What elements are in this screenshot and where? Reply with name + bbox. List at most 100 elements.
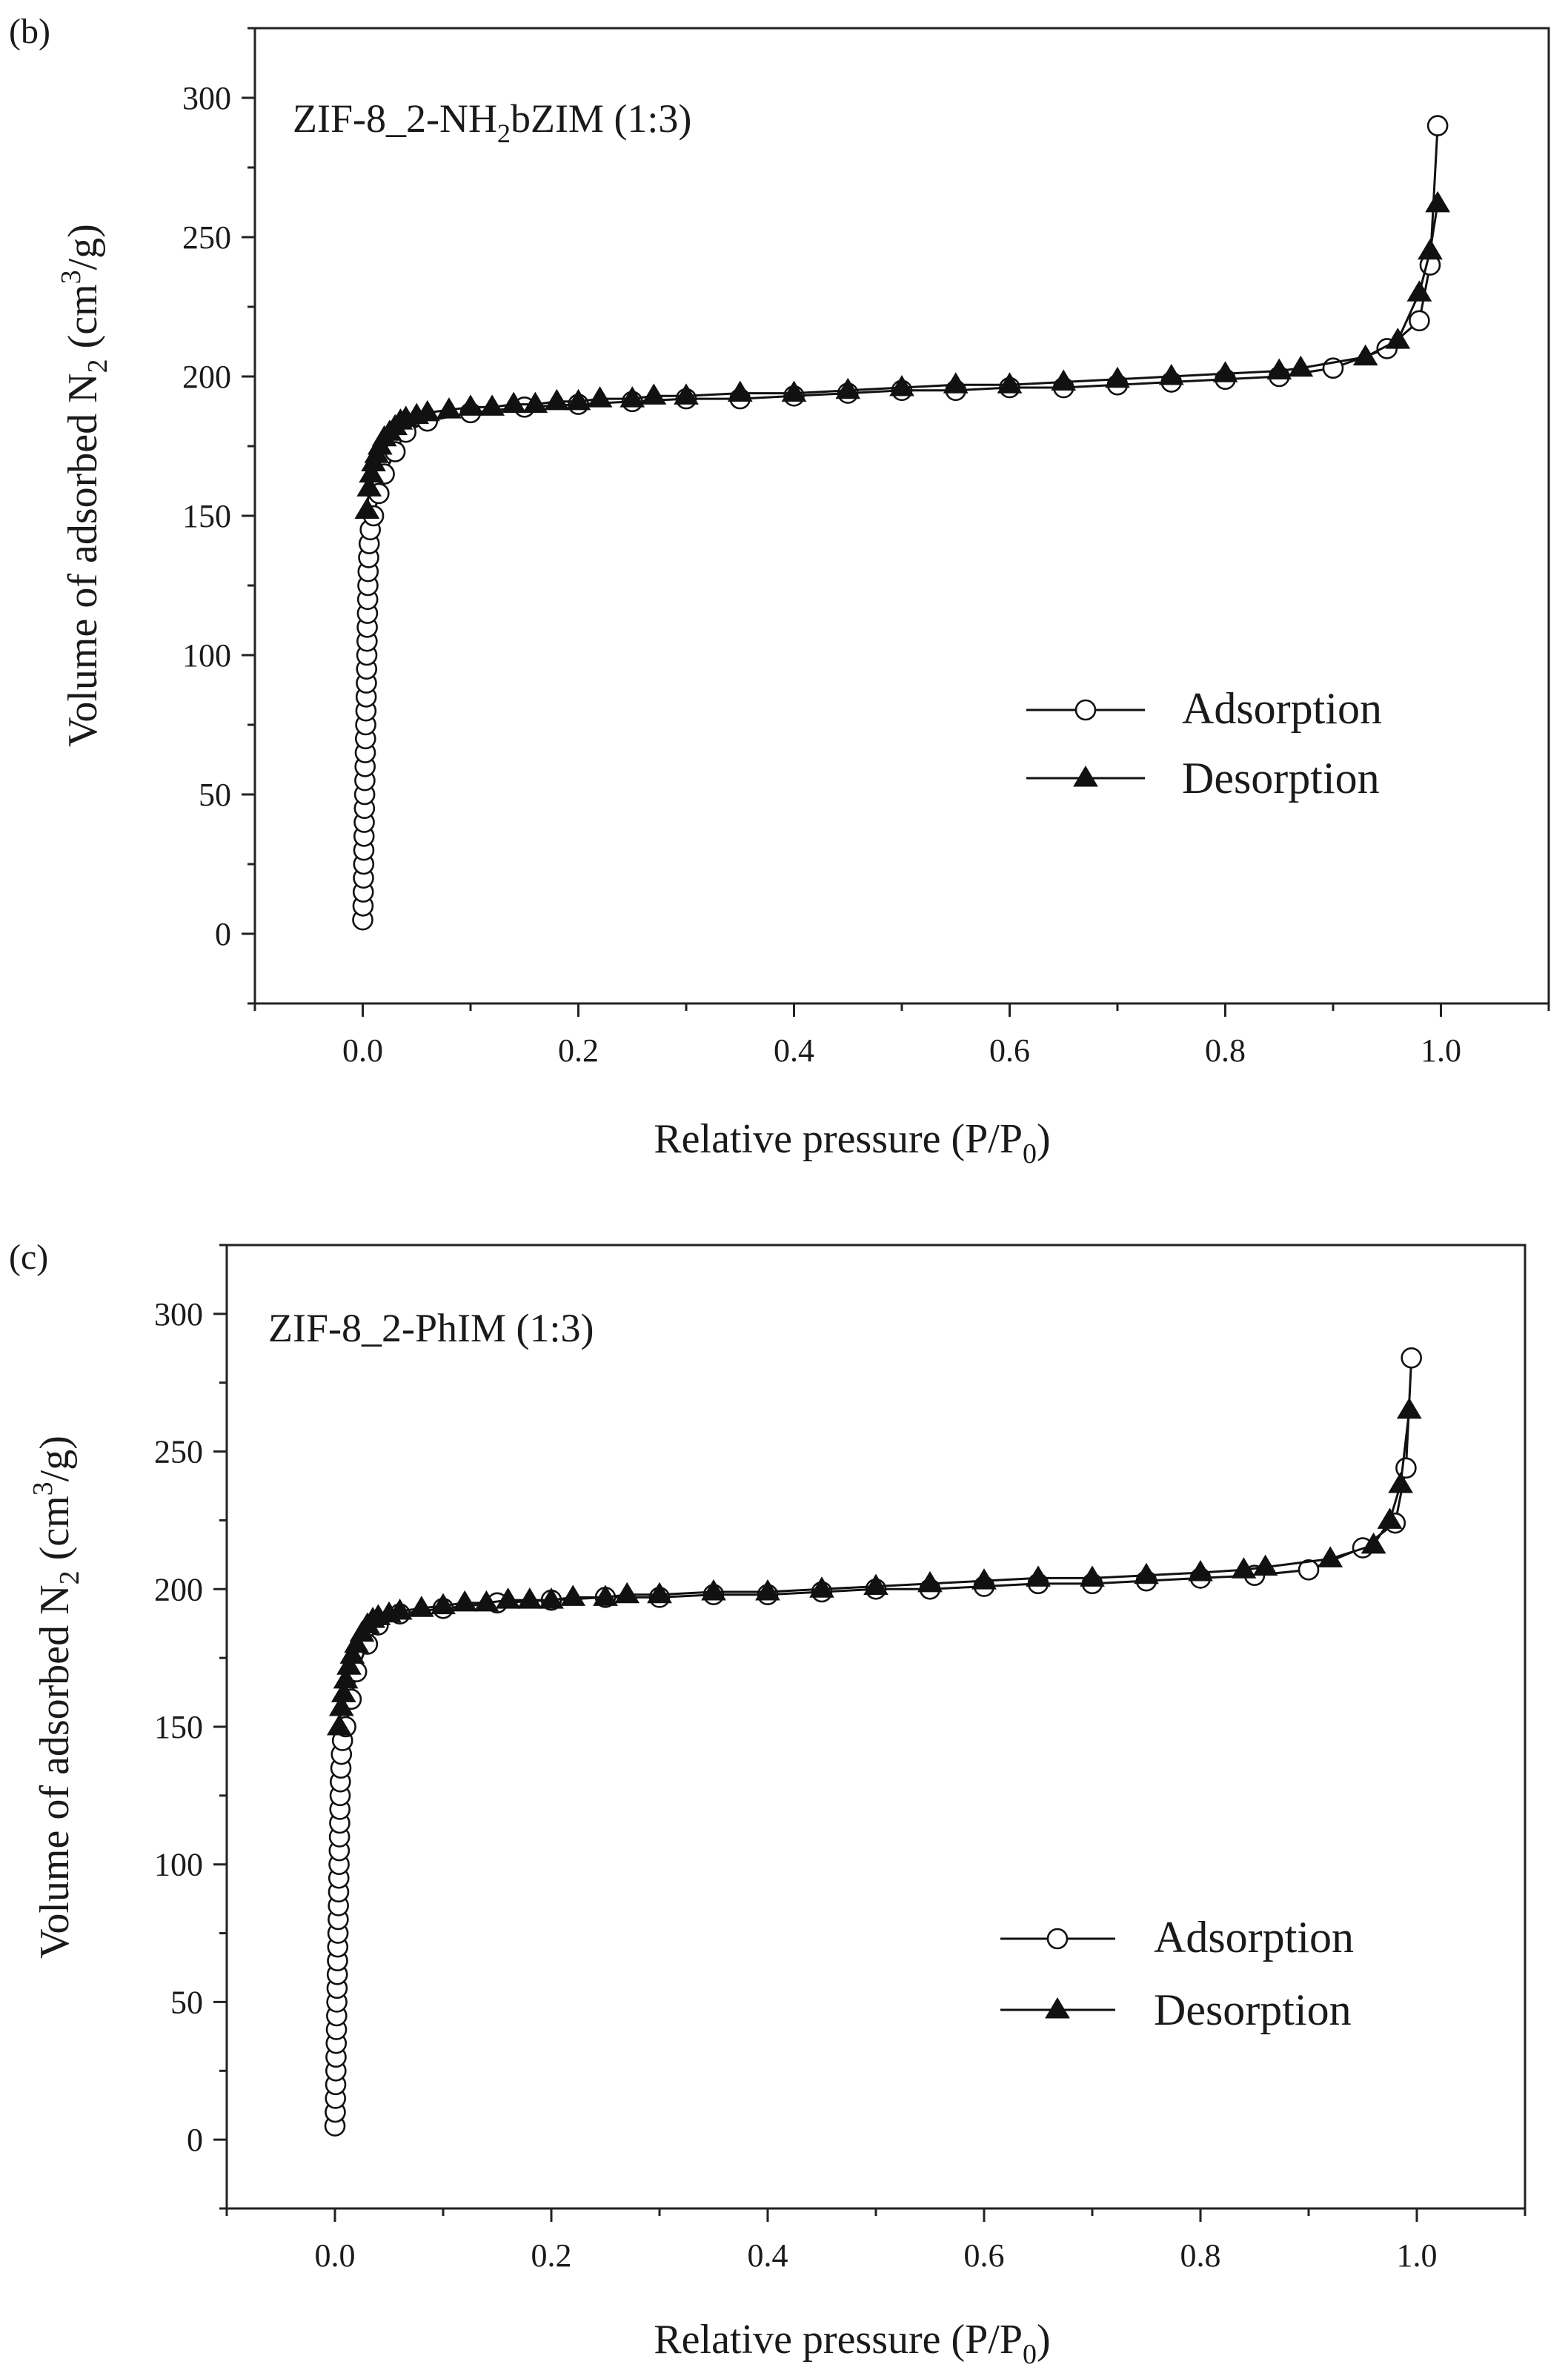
legend-label-desorption-b: Desorption — [1182, 754, 1380, 803]
y-tick-label-c: 0 — [187, 2122, 203, 2158]
desorption-point-b — [501, 391, 527, 414]
legend-c: Adsorption Desorption — [1000, 1913, 1354, 2034]
desorption-point-c — [1361, 1532, 1386, 1554]
series-desorption-c — [326, 1397, 1422, 1736]
legend-marker-adsorption-b — [1074, 699, 1097, 721]
panel-label-c: (c) — [9, 1238, 48, 1277]
adsorption-point-c — [1401, 1347, 1422, 1369]
y-tick-label-c: 200 — [154, 1571, 203, 1607]
desorption-point-b — [1425, 190, 1451, 213]
desorption-point-b — [565, 388, 591, 411]
desorption-point-b — [354, 497, 380, 519]
x-axis-title-b: Relative pressure (P/P0) — [654, 1116, 1050, 1169]
y-tick-label-c: 250 — [154, 1434, 203, 1470]
x-tick-label-b: 0.4 — [774, 1032, 814, 1069]
desorption-point-b — [1212, 361, 1238, 382]
y-tick-label-b: 250 — [182, 219, 231, 256]
plot-frame-b — [253, 27, 1550, 1005]
desorption-point-b — [641, 383, 667, 405]
y-tick-label-b: 150 — [182, 498, 231, 534]
x-tick-label-c: 0.2 — [531, 2237, 572, 2274]
y-tick-label-b: 300 — [182, 80, 231, 116]
desorption-point-b — [436, 397, 462, 419]
desorption-point-b — [943, 372, 969, 394]
desorption-point-b — [727, 380, 753, 402]
desorption-point-b — [1051, 369, 1077, 391]
desorption-point-c — [495, 1587, 521, 1609]
x-tick-label-c: 0.8 — [1180, 2237, 1221, 2274]
legend-marker-desorption-c — [1045, 1997, 1070, 2019]
desorption-point-c — [516, 1587, 542, 1609]
adsorption-point-b — [1426, 115, 1449, 136]
x-tick-label-b: 0.8 — [1205, 1032, 1246, 1069]
plot-frame-c — [225, 1244, 1527, 2210]
desorption-point-c — [328, 1695, 354, 1716]
desorption-point-c — [647, 1582, 672, 1604]
desorption-point-b — [835, 377, 861, 399]
desorption-point-b — [1385, 328, 1411, 349]
desorption-point-b — [479, 394, 505, 416]
x-tick-label-c: 1.0 — [1397, 2237, 1438, 2274]
legend-label-adsorption-c: Adsorption — [1154, 1913, 1354, 1962]
desorption-point-b — [458, 394, 483, 416]
legend-marker-desorption-b — [1073, 766, 1098, 787]
desorption-point-c — [809, 1576, 834, 1598]
desorption-point-b — [356, 475, 382, 497]
y-axis-b: 0 50 100 150 200 250 300 — [182, 27, 255, 1005]
desorption-point-c — [1134, 1562, 1159, 1584]
series-desorption-b — [354, 190, 1451, 519]
desorption-point-b — [889, 375, 914, 396]
x-tick-label-b: 0.0 — [342, 1032, 383, 1069]
desorption-point-b — [587, 386, 613, 408]
desorption-point-c — [539, 1587, 564, 1609]
desorption-point-c — [560, 1584, 586, 1606]
y-axis-title-c: Volume of adsorbed N2 (cm3/g) — [27, 1436, 85, 1959]
legend-label-desorption-c: Desorption — [1154, 1985, 1352, 2034]
x-axis-c: 0.0 0.2 0.4 0.6 0.8 1.0 — [225, 2208, 1527, 2274]
desorption-point-b — [997, 372, 1023, 394]
x-axis-b: 0.0 0.2 0.4 0.6 0.8 1.0 — [253, 1003, 1550, 1069]
x-tick-label-c: 0.0 — [315, 2237, 356, 2274]
desorption-point-b — [1158, 364, 1184, 385]
desorption-point-c — [863, 1573, 888, 1596]
series-adsorption-b — [352, 115, 1449, 931]
desorption-point-b — [674, 383, 699, 405]
desorption-point-c — [452, 1590, 478, 1612]
adsorption-point-b — [1409, 310, 1430, 332]
y-axis-title-b: Volume of adsorbed N2 (cm3/g) — [56, 224, 113, 747]
desorption-point-c — [408, 1596, 434, 1617]
desorption-point-c — [593, 1584, 618, 1606]
y-tick-label-b: 0 — [215, 916, 231, 952]
chart-panel-b: (b) ZIF-8_2-NH2bZIM (1:3) 0.0 0.2 0.4 0.6 0.… — [9, 12, 1550, 1169]
x-axis-title-c: Relative pressure (P/P0) — [654, 2317, 1050, 2370]
y-tick-label-b: 50 — [199, 777, 231, 813]
x-tick-label-b: 0.6 — [989, 1032, 1030, 1069]
desorption-point-c — [1080, 1565, 1105, 1587]
desorption-point-c — [1231, 1557, 1257, 1579]
desorption-point-c — [971, 1568, 997, 1590]
chart-panel-c: (c) ZIF-8_2-PhIM (1:3) 0.0 0.2 0.4 0.6 0.8 1.… — [9, 1238, 1527, 2370]
desorption-point-b — [1406, 280, 1432, 302]
desorption-line-b — [365, 203, 1439, 511]
sample-title-b: ZIF-8_2-NH2bZIM (1:3) — [293, 96, 691, 148]
y-tick-label-c: 300 — [154, 1296, 203, 1332]
y-tick-label-b: 200 — [182, 359, 231, 395]
desorption-point-c — [701, 1579, 726, 1601]
x-tick-label-b: 0.2 — [558, 1032, 599, 1069]
desorption-point-c — [474, 1590, 499, 1612]
desorption-point-c — [326, 1714, 352, 1736]
desorption-point-c — [1188, 1560, 1213, 1582]
y-tick-label-c: 50 — [170, 1984, 203, 2020]
legend-b: Adsorption Desorption — [1026, 684, 1382, 803]
desorption-point-b — [522, 391, 548, 414]
y-axis-c: 0 50 100 150 200 250 300 — [154, 1244, 227, 2210]
desorption-point-c — [1318, 1546, 1343, 1567]
desorption-point-b — [1352, 344, 1378, 366]
desorption-point-b — [619, 386, 645, 408]
desorption-point-c — [1026, 1565, 1051, 1587]
y-tick-label-b: 100 — [182, 637, 231, 674]
desorption-point-c — [1388, 1472, 1413, 1493]
desorption-point-b — [1266, 358, 1292, 379]
x-tick-label-c: 0.6 — [964, 2237, 1005, 2274]
